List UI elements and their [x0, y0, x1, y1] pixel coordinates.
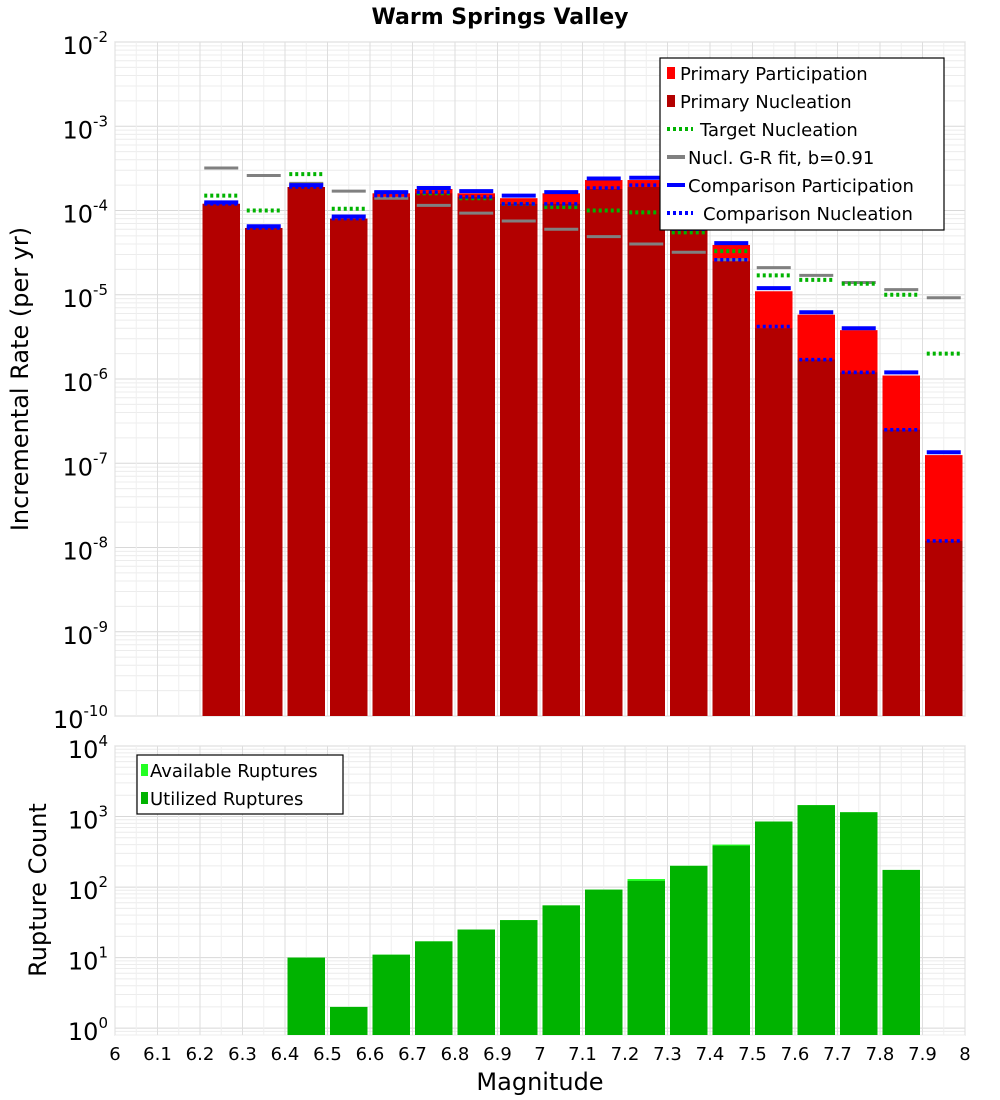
- x-tick-label: 6.4: [271, 1044, 300, 1065]
- x-tick-label: 7.4: [696, 1044, 725, 1065]
- bottom-y-tick-label: 101: [68, 944, 108, 976]
- x-tick-label: 7.5: [738, 1044, 767, 1065]
- nucleation-bar: [712, 261, 750, 716]
- bottom-y-tick-label: 103: [68, 803, 108, 835]
- nucleation-bar: [330, 218, 368, 716]
- legend-label-comparison-nucleation: Comparison Nucleation: [703, 204, 913, 225]
- top-legend-box: [659, 57, 945, 231]
- nucleation-bar: [797, 359, 835, 716]
- utilized-ruptures-bar: [755, 821, 793, 1035]
- chart-title: Warm Springs Valley: [372, 5, 629, 30]
- top-y-tick-label: 10-8: [62, 534, 108, 566]
- top-y-tick-label: 10-10: [53, 702, 108, 734]
- utilized-ruptures-bar: [585, 889, 623, 1035]
- legend-swatch-primary-nucleation: [667, 95, 675, 107]
- utilized-ruptures-bar: [415, 941, 453, 1035]
- nucleation-bar: [457, 196, 495, 717]
- nucleation-bar: [542, 203, 580, 716]
- nucleation-bar: [627, 187, 665, 716]
- bottom-y-tick-label: 100: [68, 1014, 108, 1046]
- utilized-ruptures-bar: [372, 954, 410, 1035]
- nucleation-bar: [415, 193, 453, 717]
- legend-label-available-ruptures: Available Ruptures: [150, 761, 318, 782]
- bottom-bars: [287, 805, 920, 1035]
- x-tick-label: 6: [109, 1044, 120, 1065]
- top-bars: [202, 180, 963, 717]
- legend-label-utilized-ruptures: Utilized Ruptures: [150, 789, 303, 810]
- utilized-ruptures-bar: [712, 845, 750, 1035]
- x-tick-label: 6.5: [313, 1044, 342, 1065]
- legend-label-comparison-participation: Comparison Participation: [688, 176, 914, 197]
- legend-swatch-utilized-ruptures: [141, 792, 148, 804]
- nucleation-bar: [245, 227, 283, 716]
- legend-label-primary-nucleation: Primary Nucleation: [680, 92, 852, 113]
- top-y-tick-label: 10-9: [62, 618, 108, 650]
- utilized-ruptures-bar: [797, 805, 835, 1035]
- nucleation-bar: [882, 429, 920, 716]
- nucleation-bar: [755, 328, 793, 716]
- legend-swatch-available-ruptures: [141, 764, 148, 776]
- bottom-y-tick-label: 102: [68, 873, 108, 905]
- top-panel: 10-2 10-3 10-4 10-5 10-6 10-7 10-8 10-9 10-10 In…: [6, 28, 966, 734]
- utilized-ruptures-bar: [840, 812, 878, 1035]
- x-tick-label: 7.9: [908, 1044, 937, 1065]
- x-tick-label: 6.2: [186, 1044, 215, 1065]
- utilized-ruptures-bar: [627, 880, 665, 1035]
- nucleation-bar: [287, 187, 325, 716]
- bottom-y-axis-label: Rupture Count: [24, 803, 52, 977]
- top-y-tick-label: 10-4: [62, 197, 108, 229]
- bottom-panel: 104 103 102 101 100 6 6.1 6.2 6.3 6.4 6.5 6.6 6.7 6.…: [24, 732, 971, 1096]
- legend-swatch-primary-participation: [667, 67, 675, 79]
- top-legend: Primary Participation Primary Nucleation…: [659, 57, 945, 231]
- legend-label-target-nucleation: Target Nucleation: [699, 120, 858, 141]
- top-y-tick-label: 10-6: [62, 365, 108, 397]
- utilized-ruptures-bar: [670, 865, 708, 1035]
- nucleation-bar: [372, 196, 410, 717]
- x-tick-label: 6.7: [398, 1044, 427, 1065]
- bottom-y-tick-label: 104: [68, 732, 108, 764]
- top-y-tick-label: 10-3: [62, 112, 108, 144]
- utilized-ruptures-bar: [457, 929, 495, 1035]
- x-tick-label: 7.3: [653, 1044, 682, 1065]
- top-y-tick-label: 10-2: [62, 28, 108, 60]
- nucleation-bar: [925, 540, 963, 716]
- top-y-tick-label: 10-5: [62, 281, 108, 313]
- x-tick-label: 7: [534, 1044, 545, 1065]
- x-tick-label: 6.6: [356, 1044, 385, 1065]
- x-tick-label: 7.8: [866, 1044, 895, 1065]
- legend-label-gr-fit: Nucl. G-R fit, b=0.91: [688, 148, 874, 169]
- x-tick-label: 7.1: [568, 1044, 597, 1065]
- nucleation-bar: [500, 203, 538, 716]
- x-tick-label: 8: [959, 1044, 970, 1065]
- top-y-tick-label: 10-7: [62, 449, 108, 481]
- bottom-x-ticks: 6 6.1 6.2 6.3 6.4 6.5 6.6 6.7 6.8 6.9 7 7.1 7.2 7.3 7.…: [109, 1044, 970, 1065]
- top-y-axis-label: Incremental Rate (per yr): [6, 227, 34, 531]
- x-tick-label: 7.6: [781, 1044, 810, 1065]
- top-y-ticks: 10-2 10-3 10-4 10-5 10-6 10-7 10-8 10-9 10-10: [53, 28, 108, 734]
- x-tick-label: 6.3: [228, 1044, 257, 1065]
- x-tick-label: 6.8: [441, 1044, 470, 1065]
- nucleation-bar: [202, 203, 240, 716]
- bottom-legend: Available Ruptures Utilized Ruptures: [136, 754, 344, 815]
- bottom-y-ticks: 104 103 102 101 100: [68, 732, 108, 1046]
- x-tick-label: 6.1: [143, 1044, 172, 1065]
- utilized-ruptures-bar: [500, 920, 538, 1035]
- utilized-ruptures-bar: [542, 905, 580, 1035]
- x-tick-label: 7.2: [611, 1044, 640, 1065]
- x-tick-label: 6.9: [483, 1044, 512, 1065]
- utilized-ruptures-bar: [882, 869, 920, 1035]
- x-axis-label: Magnitude: [476, 1068, 603, 1096]
- bottom-legend-box: [136, 754, 344, 815]
- utilized-ruptures-bar: [330, 1006, 368, 1035]
- nucleation-bar: [840, 372, 878, 716]
- x-tick-label: 7.7: [823, 1044, 852, 1065]
- nucleation-bar: [670, 229, 708, 717]
- legend-label-primary-participation: Primary Participation: [680, 64, 868, 85]
- utilized-ruptures-bar: [287, 957, 325, 1035]
- nucleation-bar: [585, 188, 623, 716]
